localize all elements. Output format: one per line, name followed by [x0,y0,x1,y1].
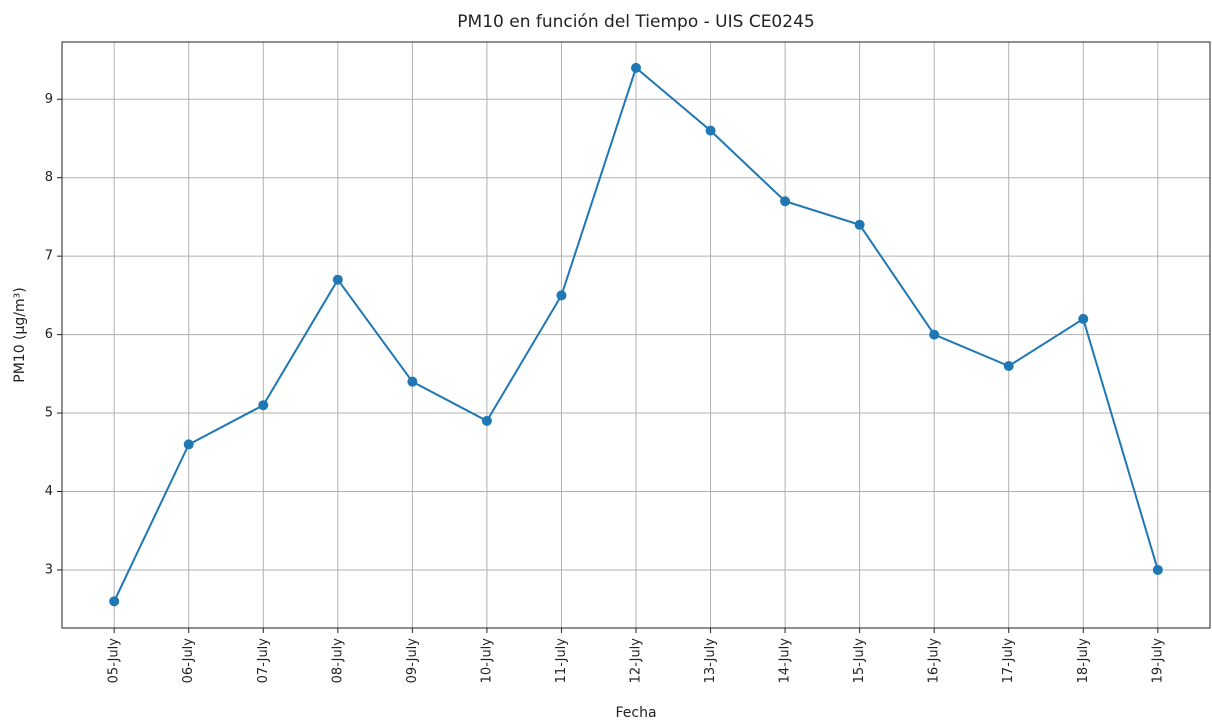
x-tick-label: 17-July [1001,638,1016,684]
data-point [258,400,269,411]
data-point [780,196,791,207]
data-point [481,415,492,426]
data-point [631,62,641,73]
data-point [332,274,343,285]
data-point [556,290,567,301]
x-tick-label: 13-July [703,638,718,684]
x-tick-label: 09-July [405,638,420,684]
data-point [929,329,940,340]
y-tick-label: 7 [45,249,53,264]
x-tick-label: 10-July [479,638,494,684]
x-tick-label: 07-July [256,638,271,684]
x-tick-label: 16-July [927,638,942,684]
x-tick-label: 19-July [1150,638,1165,684]
y-tick-label: 9 [45,92,53,107]
data-point [854,219,865,230]
data-point [183,439,194,450]
y-tick-label: 6 [45,327,53,342]
x-tick-label: 06-July [181,638,196,684]
chart-title: PM10 en función del Tiempo - UIS CE0245 [457,12,814,32]
x-tick-label: 12-July [629,638,644,684]
data-point [1003,360,1014,371]
y-tick-label: 3 [45,562,53,577]
data-point [407,376,418,387]
data-point [109,596,120,607]
y-tick-label: 5 [45,406,53,421]
y-tick-label: 8 [45,170,53,185]
x-tick-label: 08-July [330,638,345,684]
x-tick-label: 11-July [554,638,569,684]
x-tick-label: 14-July [778,638,793,684]
y-axis-label: PM10 (µg/m³) [12,287,28,382]
x-tick-label: 05-July [107,638,122,684]
data-point [1152,564,1163,575]
data-point [1078,313,1089,324]
y-tick-label: 4 [45,484,53,499]
x-axis-label: Fecha [615,705,656,721]
x-tick-label: 18-July [1076,638,1091,684]
data-point [705,125,716,136]
x-tick-label: 15-July [852,638,867,684]
plot-frame [61,41,1211,629]
